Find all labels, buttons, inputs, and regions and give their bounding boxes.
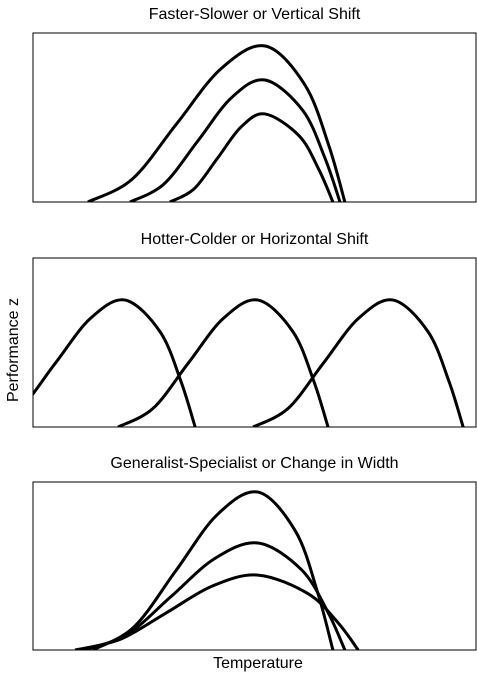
curve xyxy=(169,112,335,202)
plot-area xyxy=(87,44,347,202)
curve xyxy=(33,298,197,427)
curve xyxy=(74,573,360,650)
curve xyxy=(87,44,347,202)
plot-frame xyxy=(32,481,477,651)
chart-title: Generalist-Specialist or Change in Width xyxy=(110,455,398,472)
curve xyxy=(129,78,342,202)
plot-frame xyxy=(32,257,477,428)
curve xyxy=(252,298,465,427)
y-axis-label: Performance z xyxy=(5,298,22,402)
x-axis-label: Temperature xyxy=(213,655,303,672)
plot-area xyxy=(74,490,360,650)
chart-title: Hotter-Colder or Horizontal Shift xyxy=(141,231,369,248)
chart-title: Faster-Slower or Vertical Shift xyxy=(149,6,361,23)
plot-area xyxy=(33,298,465,427)
curve xyxy=(92,490,335,650)
plot-frame xyxy=(32,32,477,203)
